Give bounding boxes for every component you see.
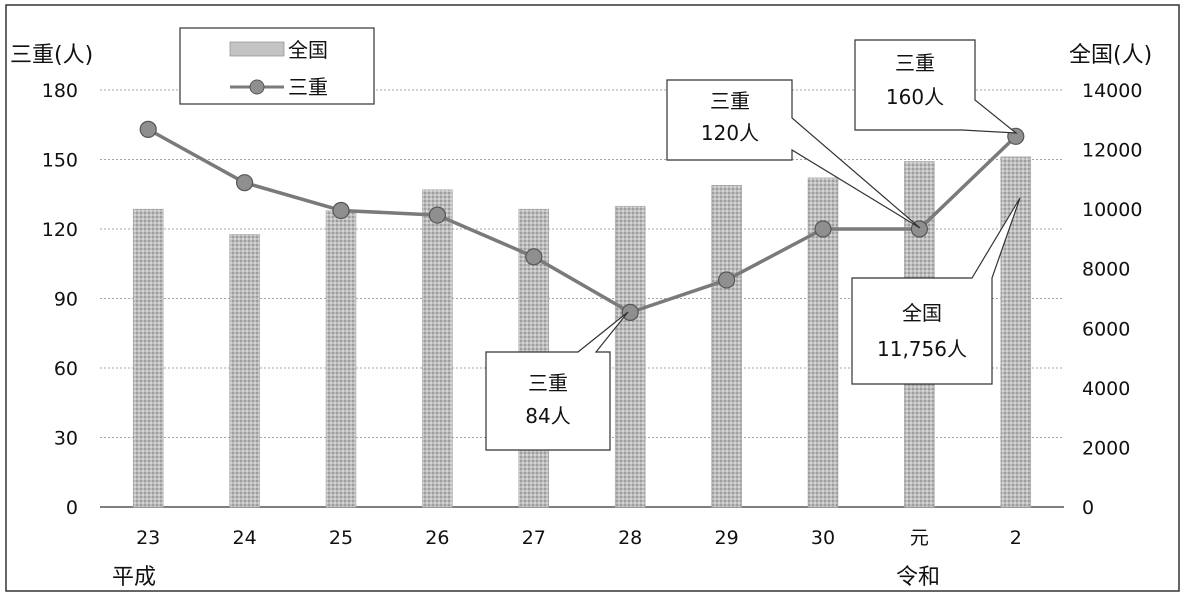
callout-mie-160-line1: 三重 (895, 51, 935, 75)
legend: 全国 三重 (179, 27, 375, 105)
right-tick-label: 0 (1082, 497, 1094, 519)
right-axis-ticks: 0 2000 4000 6000 8000 10000 12000 14000 (1082, 80, 1142, 519)
bar-zenkoku (711, 185, 742, 508)
bar-zenkoku (229, 234, 260, 508)
right-tick-label: 12000 (1082, 140, 1142, 162)
x-tick-label: 30 (811, 527, 835, 549)
callout-box-mie-160 (854, 39, 1018, 134)
line-series (139, 120, 1025, 321)
callouts: 三重 84人 三重 120人 三重 160人 全国 11,756人 (485, 39, 1021, 451)
left-tick-label: 0 (66, 497, 78, 519)
x-tick-label: 24 (233, 527, 257, 549)
era-label-heisei: 平成 (112, 565, 156, 590)
right-tick-label: 6000 (1082, 318, 1130, 340)
bar-zenkoku (1000, 156, 1032, 508)
right-tick-label: 4000 (1082, 378, 1130, 400)
left-tick-label: 180 (42, 80, 78, 102)
callout-zenkoku-line1: 全国 (902, 301, 942, 325)
callout-box-mie-84 (485, 311, 629, 451)
x-tick-label: 28 (618, 527, 642, 549)
x-tick-label: 元 (910, 527, 929, 549)
point-mie (814, 220, 832, 238)
callout-mie-160-line2: 160人 (886, 85, 944, 109)
legend-label-mie: 三重 (288, 75, 328, 99)
point-mie (236, 174, 254, 192)
bar-series (132, 156, 1032, 508)
x-axis-ticks: 23 24 25 26 27 28 29 30 元 2 (136, 527, 1022, 549)
legend-swatch-bar (229, 41, 285, 57)
point-mie (332, 201, 350, 220)
x-tick-label: 2 (1010, 527, 1022, 549)
point-mie (428, 206, 446, 224)
callout-mie-120-line2: 120人 (701, 121, 759, 145)
left-tick-label: 90 (54, 289, 78, 311)
era-label-reiwa: 令和 (896, 565, 940, 590)
point-mie (717, 271, 736, 289)
right-tick-label: 14000 (1082, 80, 1142, 102)
callout-box-mie-120 (666, 79, 921, 229)
x-tick-label: 26 (425, 527, 449, 549)
left-tick-label: 120 (42, 219, 78, 241)
point-mie (139, 120, 157, 138)
callout-mie-84-line1: 三重 (528, 371, 568, 395)
left-tick-label: 30 (54, 428, 78, 450)
point-mie (621, 303, 639, 321)
bar-zenkoku (614, 205, 646, 508)
point-mie (525, 248, 543, 266)
x-tick-label: 25 (329, 527, 353, 549)
bar-zenkoku (132, 208, 164, 508)
x-tick-label: 23 (136, 527, 160, 549)
legend-swatch-marker (249, 79, 265, 95)
left-axis-title: 三重(人) (10, 43, 93, 68)
x-tick-label: 27 (522, 527, 546, 549)
legend-box (179, 27, 375, 105)
right-tick-label: 8000 (1082, 259, 1130, 281)
callout-box-zenkoku (851, 197, 1021, 385)
right-axis-title: 全国(人) (1069, 43, 1152, 68)
bar-zenkoku (325, 210, 357, 508)
right-tick-label: 10000 (1082, 199, 1142, 221)
right-tick-label: 2000 (1082, 437, 1130, 459)
left-tick-label: 60 (54, 358, 78, 380)
left-tick-label: 150 (42, 150, 78, 172)
bar-zenkoku (422, 189, 453, 508)
x-tick-label: 29 (715, 527, 739, 549)
callout-mie-84-line2: 84人 (525, 404, 570, 428)
callout-zenkoku-line2: 11,756人 (877, 337, 967, 361)
line-mie (147, 127, 1018, 315)
legend-label-zenkoku: 全国 (288, 38, 328, 62)
callout-mie-120-line1: 三重 (710, 89, 750, 113)
left-axis-ticks: 0 30 60 90 120 150 180 (42, 80, 78, 519)
